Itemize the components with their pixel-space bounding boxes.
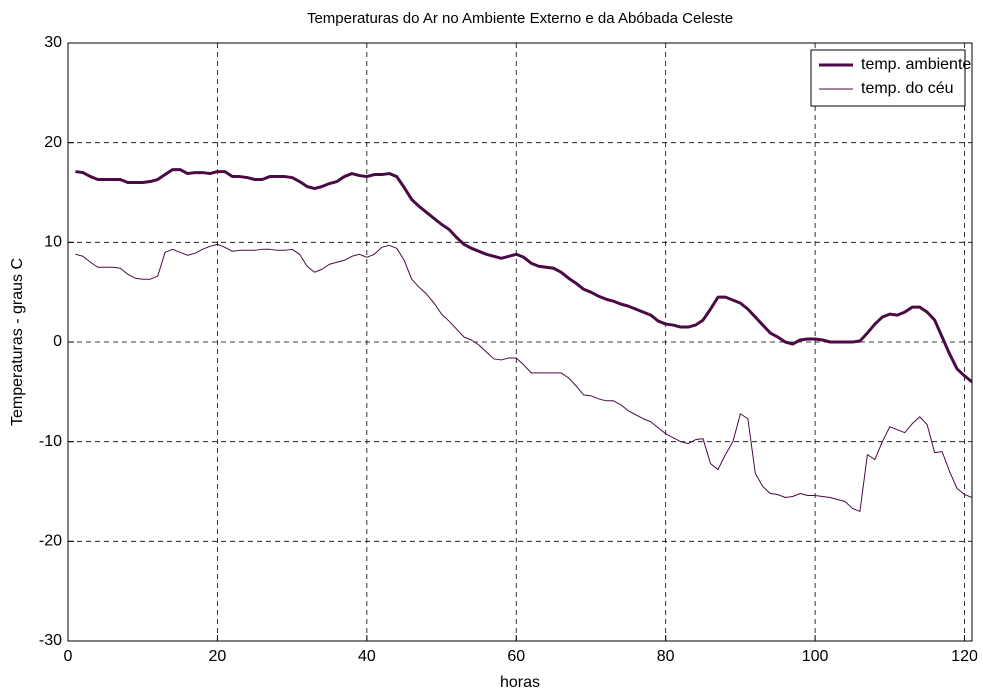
legend-label: temp. ambiente bbox=[861, 56, 971, 73]
legend-label: temp. do céu bbox=[861, 80, 954, 97]
y-tick-label: 0 bbox=[53, 333, 62, 350]
plot-frame bbox=[67, 42, 973, 642]
y-tick-label: -10 bbox=[39, 433, 62, 450]
x-tick-label: 40 bbox=[358, 648, 376, 665]
x-tick-label: 120 bbox=[951, 648, 978, 665]
x-tick-label: 0 bbox=[64, 648, 73, 665]
y-tick-label: -30 bbox=[39, 632, 62, 649]
x-tick-label: 100 bbox=[802, 648, 829, 665]
x-axis-label: horas bbox=[500, 674, 540, 691]
legend-box bbox=[810, 49, 966, 107]
chart-title: Temperaturas do Ar no Ambiente Externo e… bbox=[307, 10, 733, 27]
x-tick-label: 20 bbox=[209, 648, 227, 665]
y-tick-label: -20 bbox=[39, 533, 62, 550]
y-tick-label: 20 bbox=[44, 134, 62, 151]
x-tick-label: 80 bbox=[657, 648, 675, 665]
data-line bbox=[75, 168, 972, 384]
y-tick-label: 10 bbox=[44, 234, 62, 251]
y-axis-label: Temperaturas - graus C bbox=[9, 258, 26, 426]
x-tick-label: 60 bbox=[507, 648, 525, 665]
y-tick-label: 30 bbox=[44, 34, 62, 51]
data-line bbox=[75, 243, 972, 512]
